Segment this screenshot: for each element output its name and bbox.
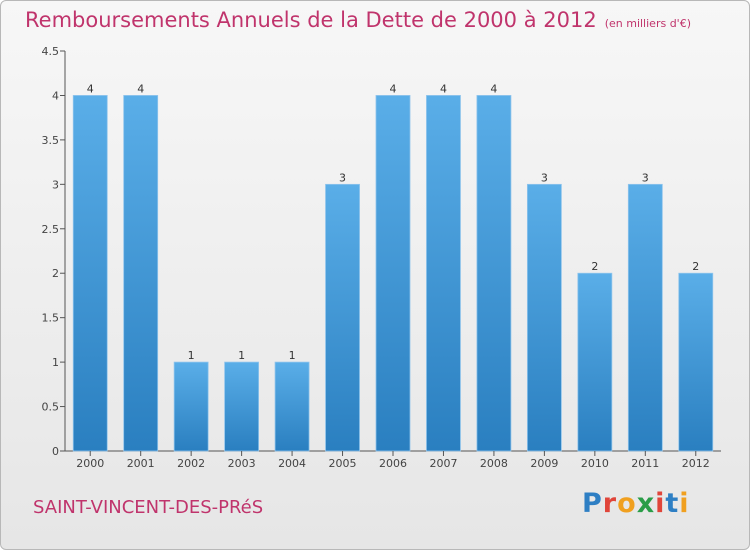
x-tick-label: 2002 <box>177 457 205 470</box>
bar-value-label: 4 <box>137 82 144 95</box>
bar-2010 <box>577 272 613 452</box>
x-tick-label: 2009 <box>530 457 558 470</box>
y-tick-label: 4 <box>52 89 59 102</box>
x-tick-label: 2000 <box>76 457 104 470</box>
x-tick-label: 2006 <box>379 457 407 470</box>
y-tick-label: 0.5 <box>42 401 60 414</box>
bar-value-label: 4 <box>390 82 397 95</box>
bar-value-label: 1 <box>238 349 245 362</box>
x-tick-label: 2004 <box>278 457 306 470</box>
bar-value-label: 3 <box>339 171 346 184</box>
x-tick-label: 2012 <box>682 457 710 470</box>
y-tick-label: 0 <box>52 445 59 458</box>
proxiti-logo: Proxiti <box>582 488 690 519</box>
y-tick-label: 1 <box>52 356 59 369</box>
y-tick-label: 2 <box>52 267 59 280</box>
bar-2012 <box>678 272 714 452</box>
chart-unit: (en milliers d'€) <box>604 17 691 30</box>
bar-value-label: 2 <box>591 260 598 273</box>
bar-2003 <box>224 361 260 452</box>
bar-value-label: 1 <box>289 349 296 362</box>
chart-title: Remboursements Annuels de la Dette de 20… <box>25 8 691 32</box>
y-tick-label: 3.5 <box>42 134 60 147</box>
bar-value-label: 3 <box>541 171 548 184</box>
x-tick-label: 2008 <box>480 457 508 470</box>
bar-value-label: 4 <box>87 82 94 95</box>
bar-value-label: 1 <box>188 349 195 362</box>
x-tick-label: 2005 <box>329 457 357 470</box>
bar-2002 <box>173 361 209 452</box>
bar-value-label: 2 <box>692 260 699 273</box>
bar-value-label: 4 <box>490 82 497 95</box>
bar-value-label: 4 <box>440 82 447 95</box>
bar-2006 <box>375 95 411 452</box>
bar-2004 <box>274 361 310 452</box>
y-tick-label: 2.5 <box>42 223 60 236</box>
x-tick-label: 2010 <box>581 457 609 470</box>
commune-name: SAINT-VINCENT-DES-PRéS <box>33 497 264 518</box>
bar-2000 <box>72 95 108 452</box>
x-tick-label: 2007 <box>429 457 457 470</box>
y-tick-label: 4.5 <box>42 45 60 58</box>
bar-2007 <box>426 95 461 452</box>
y-tick-label: 3 <box>52 178 59 191</box>
bar-2005 <box>325 183 360 452</box>
x-tick-label: 2011 <box>631 457 659 470</box>
y-tick-label: 1.5 <box>42 312 60 325</box>
x-tick-label: 2001 <box>127 457 155 470</box>
chart-title-text: Remboursements Annuels de la Dette de 20… <box>25 8 597 32</box>
bar-2011 <box>627 183 663 452</box>
bar-2009 <box>526 183 562 452</box>
bar-2008 <box>476 95 512 452</box>
bar-2001 <box>123 95 159 452</box>
bar-value-label: 3 <box>642 171 649 184</box>
x-tick-label: 2003 <box>228 457 256 470</box>
